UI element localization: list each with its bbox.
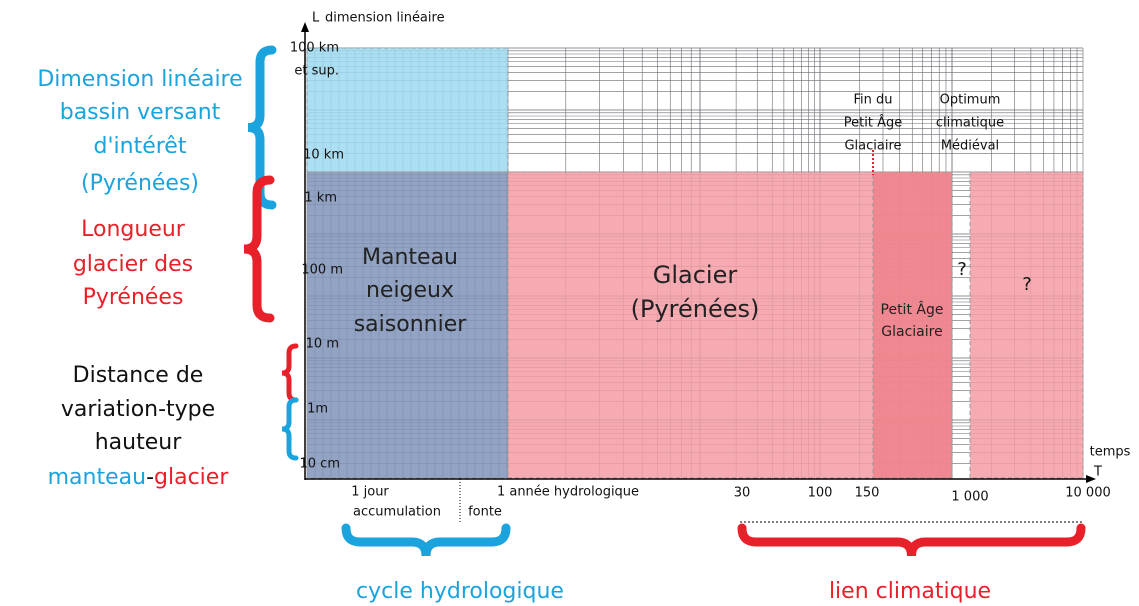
glacier-label: Longueur glacier des Pyrénées bbox=[73, 217, 193, 310]
brace bbox=[281, 343, 299, 403]
braces bbox=[243, 45, 1086, 557]
y-label: 100 m bbox=[301, 263, 343, 278]
region-labels: Manteau neigeux saisonnier Glacier (Pyré… bbox=[354, 245, 944, 340]
x-symbol: T bbox=[1093, 465, 1102, 480]
y-label: et sup. bbox=[294, 64, 339, 79]
brace bbox=[243, 175, 275, 323]
x-label: 1 année hydrologique bbox=[497, 485, 639, 500]
brace bbox=[281, 397, 299, 461]
y-label: 10 km bbox=[303, 148, 344, 163]
annotation: Médiéval bbox=[941, 139, 999, 154]
x-label: fonte bbox=[468, 505, 502, 520]
y-label: 1m bbox=[307, 402, 328, 417]
label-line: bassin versant bbox=[60, 100, 221, 125]
x-labels: temps T 1 jour accumulation 1 année hydr… bbox=[351, 445, 1130, 520]
label-line: (Pyrénées) bbox=[81, 171, 199, 196]
region-text: saisonnier bbox=[354, 312, 468, 337]
annotation: Petit Âge bbox=[844, 115, 902, 131]
lia-region bbox=[872, 171, 953, 479]
y-label: 10 cm bbox=[300, 457, 341, 472]
label-line: Pyrénées bbox=[83, 285, 184, 310]
label-part: manteau bbox=[48, 465, 146, 490]
x-label: accumulation bbox=[353, 505, 441, 520]
annotation: climatique bbox=[936, 116, 1004, 131]
x-label: 1 000 bbox=[951, 490, 988, 505]
annotations: Fin du Petit Âge Glaciaire Optimum clima… bbox=[844, 93, 1032, 296]
region-text: Petit Âge bbox=[881, 300, 944, 318]
y-label: 100 km bbox=[290, 41, 339, 56]
x-label: 30 bbox=[734, 486, 751, 501]
x-label: 10 000 bbox=[1065, 486, 1111, 501]
annotation: Glaciaire bbox=[844, 139, 901, 154]
region-text: (Pyrénées) bbox=[631, 295, 760, 323]
x-label: 1 jour bbox=[351, 485, 389, 500]
y-label: 1 km bbox=[304, 191, 337, 206]
x-label: 100 bbox=[808, 486, 833, 501]
y-labels: L dimension linéaire 100 km et sup. 10 k… bbox=[290, 11, 445, 472]
label-line: Distance de bbox=[73, 363, 204, 388]
label-line: d'intérêt bbox=[94, 134, 187, 159]
x-label: 150 bbox=[855, 486, 880, 501]
region-text: neigeux bbox=[366, 278, 454, 303]
label-line: variation-type bbox=[61, 397, 215, 422]
annotation: Optimum bbox=[940, 93, 1001, 108]
label-line: hauteur bbox=[95, 430, 182, 455]
y-arrow bbox=[301, 22, 309, 32]
x-arrow bbox=[1086, 475, 1096, 483]
label-line: Longueur bbox=[81, 217, 186, 242]
label-part: glacier bbox=[154, 465, 229, 490]
label-line: Dimension linéaire bbox=[37, 67, 242, 92]
basin-label: Dimension linéaire bassin versant d'inté… bbox=[37, 67, 242, 196]
region-text: Manteau bbox=[362, 245, 458, 270]
label-line: glacier des bbox=[73, 252, 193, 277]
annotation: ? bbox=[957, 259, 967, 280]
region-text: Glaciaire bbox=[881, 324, 942, 340]
label-line: manteau-glacier bbox=[48, 465, 230, 490]
bottom-label: lien climatique bbox=[829, 579, 991, 604]
x-title: temps bbox=[1090, 445, 1131, 460]
y-title: dimension linéaire bbox=[325, 11, 445, 26]
annotation: Fin du bbox=[853, 93, 892, 108]
late-region bbox=[969, 171, 1084, 479]
brace bbox=[341, 523, 511, 557]
distance-label: Distance de variation-type hauteur mante… bbox=[48, 363, 230, 490]
region-text: Glacier bbox=[653, 261, 738, 289]
annotation: ? bbox=[1022, 274, 1032, 295]
y-symbol: L bbox=[312, 11, 320, 26]
brace bbox=[737, 523, 1086, 557]
y-label: 10 m bbox=[306, 337, 339, 352]
basin-region bbox=[306, 47, 509, 173]
label-part: - bbox=[146, 465, 154, 490]
bottom-label: cycle hydrologique bbox=[356, 579, 564, 604]
